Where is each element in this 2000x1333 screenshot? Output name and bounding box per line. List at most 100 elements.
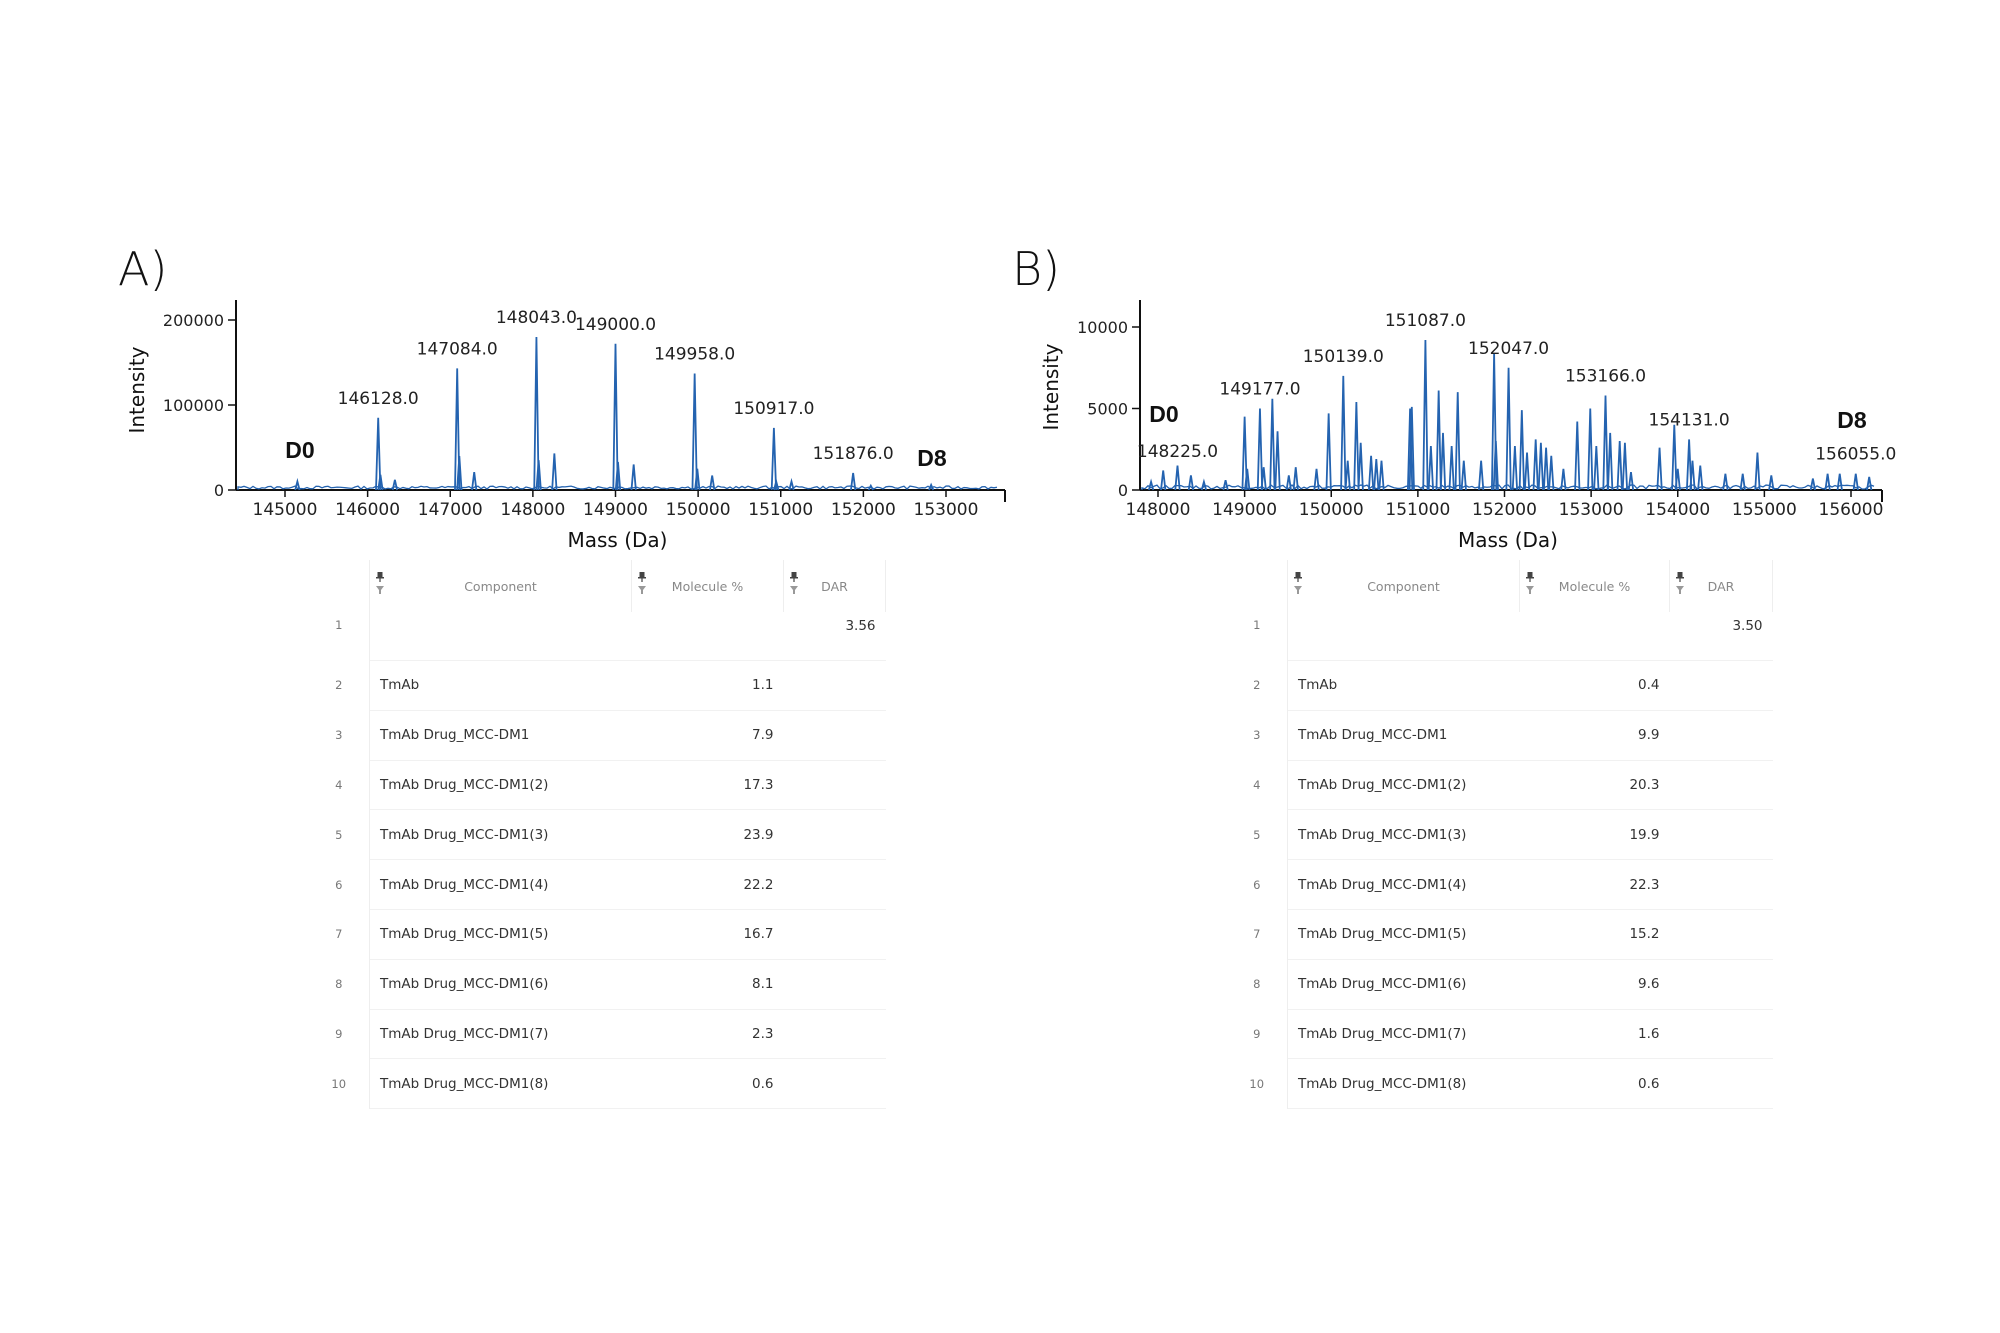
column-header-dar[interactable]: DAR (1669, 560, 1773, 612)
pin-icon[interactable] (1294, 572, 1302, 582)
spectrum-peak (614, 461, 622, 491)
column-header-icons[interactable] (1676, 572, 1684, 594)
filter-icon[interactable] (790, 586, 798, 594)
table-row[interactable]: 9 TmAb Drug_MCC-DM1(7) 1.6 (1226, 1009, 1773, 1060)
dar-cell (783, 909, 886, 960)
spectrum-peak (1587, 408, 1594, 491)
row-index: 9 (308, 1009, 370, 1059)
column-header-icons[interactable] (1526, 572, 1534, 594)
table-row[interactable]: 2 TmAb 1.1 (308, 660, 886, 711)
pin-icon[interactable] (376, 572, 384, 582)
peak-label: 150139.0 (1303, 347, 1384, 367)
column-header-icons[interactable] (1294, 572, 1302, 594)
spectrum-peak (1378, 460, 1385, 491)
spectrum-peak (1602, 395, 1609, 491)
x-tick-label: 149000 (583, 500, 648, 520)
filter-icon[interactable] (1526, 586, 1534, 594)
row-index: 2 (308, 660, 370, 711)
table-row[interactable]: 9 TmAb Drug_MCC-DM1(7) 2.3 (308, 1009, 886, 1060)
column-header-label: Component (464, 578, 537, 594)
table-row[interactable]: 7 TmAb Drug_MCC-DM1(5) 15.2 (1226, 909, 1773, 960)
molecule-pct-cell: 1.1 (631, 660, 784, 711)
column-header-component[interactable]: Component (1287, 560, 1520, 612)
spectrum-peak (1439, 432, 1447, 491)
table-row[interactable]: 3 TmAb Drug_MCC-DM1 9.9 (1226, 710, 1773, 761)
spectrum-peak (1244, 468, 1251, 491)
pin-icon[interactable] (790, 572, 798, 582)
table-row[interactable]: 6 TmAb Drug_MCC-DM1(4) 22.3 (1226, 859, 1773, 910)
peak-label: 150917.0 (733, 399, 814, 419)
molecule-pct-cell: 9.6 (1519, 959, 1670, 1010)
filter-icon[interactable] (1294, 586, 1302, 594)
filter-icon[interactable] (638, 586, 646, 594)
table-row[interactable]: 7 TmAb Drug_MCC-DM1(5) 16.7 (308, 909, 886, 960)
dar-cell (783, 959, 886, 1010)
table-row[interactable]: 2 TmAb 0.4 (1226, 660, 1773, 711)
chart-panel-a: 145000 146000 147000 148000 149000 150000 1510… (125, 300, 1006, 552)
spectrum-peak (1408, 406, 1415, 491)
results-table-b: Component Molecule % DAR 1 3.50 2 TmAb 0.4 3 TmAb… (1226, 560, 1773, 1110)
column-header-icons[interactable] (790, 572, 798, 594)
pin-icon[interactable] (638, 572, 646, 582)
spectrum-peak (1697, 465, 1704, 491)
dar-cell (1669, 1058, 1773, 1110)
table-row[interactable]: 5 TmAb Drug_MCC-DM1(3) 19.9 (1226, 809, 1773, 861)
spectrum-peak (454, 368, 461, 491)
table-row[interactable]: 10 TmAb Drug_MCC-DM1(8) 0.6 (1226, 1058, 1773, 1110)
spectrum-peak (612, 343, 619, 491)
column-header-icons[interactable] (376, 572, 384, 594)
column-header-molecule-pct[interactable]: Molecule % (1519, 560, 1670, 612)
spectrum-peak (535, 460, 542, 491)
spectrum-peak (1260, 467, 1267, 491)
spectrum-peak (1313, 468, 1320, 491)
spectrum-peak (1722, 473, 1729, 491)
spectrum-peak (1422, 340, 1429, 491)
table-row[interactable]: 1 3.56 (308, 612, 886, 661)
table-row[interactable]: 8 TmAb Drug_MCC-DM1(6) 8.1 (308, 959, 886, 1010)
column-header-dar[interactable]: DAR (783, 560, 886, 612)
dar-cell: 3.56 (783, 612, 886, 661)
spectrum-peak (551, 453, 558, 491)
pin-icon[interactable] (1526, 572, 1534, 582)
spectrum-peak (773, 477, 780, 491)
dar-cell (783, 859, 886, 910)
column-header-component[interactable]: Component (369, 560, 632, 612)
x-tick-label: 153000 (1559, 500, 1624, 520)
row-index: 8 (308, 959, 370, 1010)
spectrum-peak (850, 472, 857, 491)
filter-icon[interactable] (1676, 586, 1684, 594)
spectrum-peak (294, 477, 301, 491)
spectra-charts: 145000 146000 147000 148000 149000 150000 1510… (125, 300, 1896, 552)
table-row[interactable]: 10 TmAb Drug_MCC-DM1(8) 0.6 (308, 1058, 886, 1110)
table-row[interactable]: 3 TmAb Drug_MCC-DM1 7.9 (308, 710, 886, 761)
spectrum-peak (1689, 460, 1696, 491)
spectrum-peak (691, 373, 698, 491)
component-cell: TmAb (369, 660, 632, 711)
component-cell: TmAb Drug_MCC-DM1(6) (369, 959, 632, 1010)
annotation-d0: D0 (1149, 401, 1178, 427)
x-tick-label: 146000 (335, 500, 400, 520)
column-header-icons[interactable] (638, 572, 646, 594)
molecule-pct-cell: 0.6 (631, 1058, 784, 1110)
molecule-pct-cell: 17.3 (631, 760, 784, 811)
table-row[interactable]: 6 TmAb Drug_MCC-DM1(4) 22.2 (308, 859, 886, 910)
molecule-pct-cell: 19.9 (1519, 809, 1670, 861)
row-index: 6 (308, 859, 370, 910)
peak-label: 148225.0 (1137, 442, 1218, 462)
spectrum-peak (1511, 445, 1518, 491)
table-row[interactable]: 5 TmAb Drug_MCC-DM1(3) 23.9 (308, 809, 886, 861)
table-header-row: Component Molecule % DAR (1226, 560, 1773, 612)
molecule-pct-cell: 15.2 (1519, 909, 1670, 960)
table-row[interactable]: 4 TmAb Drug_MCC-DM1(2) 17.3 (308, 760, 886, 811)
filter-icon[interactable] (376, 586, 384, 594)
pin-icon[interactable] (1676, 572, 1684, 582)
y-tick-label: 0 (1118, 481, 1128, 500)
table-row[interactable]: 1 3.50 (1226, 612, 1773, 661)
peak-label: 151876.0 (813, 444, 894, 464)
spectrum-peak (1616, 441, 1623, 491)
peak-label: 146128.0 (338, 389, 419, 409)
table-row[interactable]: 8 TmAb Drug_MCC-DM1(6) 9.6 (1226, 959, 1773, 1010)
table-row[interactable]: 4 TmAb Drug_MCC-DM1(2) 20.3 (1226, 760, 1773, 811)
y-tick-label: 100000 (163, 396, 224, 415)
column-header-molecule-pct[interactable]: Molecule % (631, 560, 784, 612)
